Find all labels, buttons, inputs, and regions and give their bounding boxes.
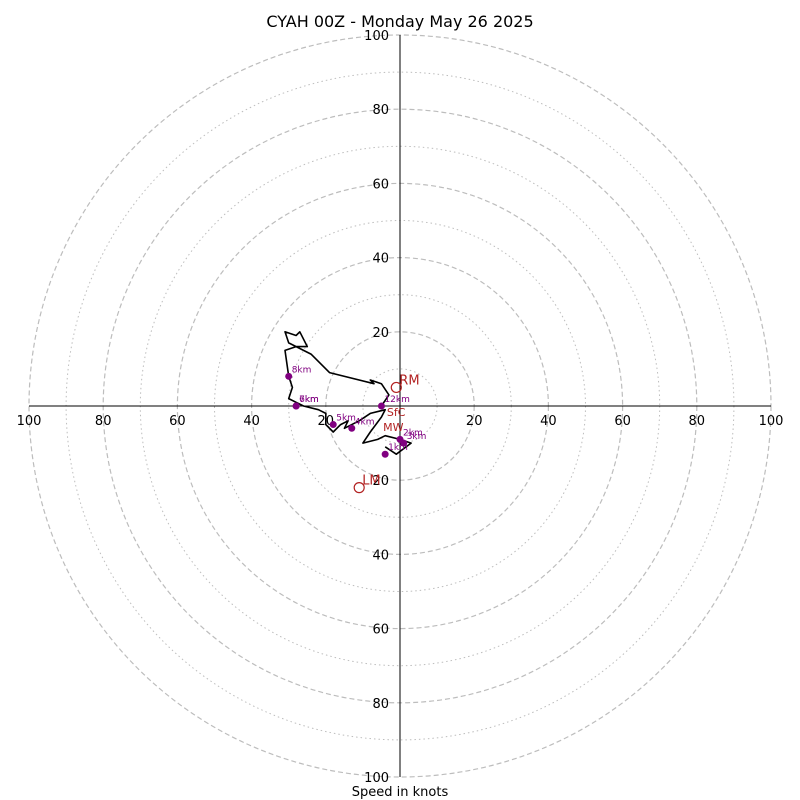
- height-point-4km: [348, 424, 356, 432]
- hodograph-trace: [284, 330, 412, 456]
- y-tick-label: 40: [372, 548, 389, 563]
- height-label-4km: 4km: [355, 417, 375, 427]
- height-label-1km: 1km: [388, 443, 408, 453]
- x-tick-label: 40: [243, 414, 260, 429]
- height-label-2km: 2km: [403, 428, 423, 438]
- x-axis-label: Speed in knots: [352, 785, 449, 800]
- storm-motion-rm-marker: [390, 381, 402, 394]
- x-tick-label: 80: [689, 414, 706, 429]
- y-tick-label: 100: [364, 771, 389, 786]
- y-tick-label: 60: [372, 177, 389, 192]
- height-label-7km: 7km: [299, 395, 319, 405]
- height-point-1km: [381, 450, 389, 458]
- y-tick-label: 100: [364, 29, 389, 44]
- chart-title: CYAH 00Z - Monday May 26 2025: [266, 12, 533, 31]
- height-point-12km: [377, 402, 385, 410]
- height-label-3km: 3km: [407, 432, 427, 442]
- hodograph-line: [284, 330, 412, 456]
- x-tick-label: 100: [17, 414, 42, 429]
- x-tick-label: 100: [759, 414, 784, 429]
- storm-motion-sfc-label: SfC: [387, 406, 406, 419]
- storm-motion-rm-label: RM: [399, 373, 419, 388]
- x-tick-label: 60: [614, 414, 631, 429]
- y-tick-label: 20: [372, 326, 389, 341]
- storm-motion-lm-label: LM: [362, 474, 380, 489]
- x-tick-label: 20: [466, 414, 483, 429]
- axes: [29, 35, 771, 777]
- height-point-7km: [292, 402, 300, 410]
- x-tick-label: 40: [540, 414, 557, 429]
- y-tick-label: 80: [372, 697, 389, 712]
- height-label-12km: 12km: [384, 395, 409, 405]
- height-label-5km: 5km: [336, 414, 356, 424]
- height-label-8km: 8km: [292, 365, 312, 375]
- y-tick-label: 40: [372, 252, 389, 267]
- x-tick-label: 80: [95, 414, 112, 429]
- x-tick-label: 60: [169, 414, 186, 429]
- storm-motion-markers: RM LM MW SfC: [353, 373, 420, 494]
- height-point-3km: [400, 439, 408, 447]
- height-label-6km: 6km: [299, 395, 319, 405]
- height-point-5km: [329, 421, 337, 429]
- storm-motion-mw-label: MW: [383, 421, 403, 434]
- y-tick-label: 60: [372, 623, 389, 638]
- storm-motion-lm-marker: [353, 482, 365, 494]
- y-tick-label: 20: [372, 474, 389, 489]
- y-tick-label: 80: [372, 103, 389, 118]
- height-point-8km: [285, 372, 293, 380]
